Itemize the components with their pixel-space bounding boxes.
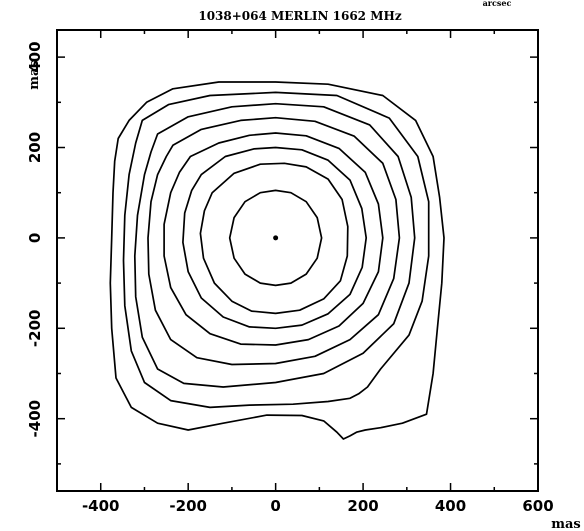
contour-level-8 xyxy=(228,189,323,287)
y-tick-label: 400 xyxy=(26,41,44,72)
y-tick-label: 0 xyxy=(26,233,44,243)
axis-ticks xyxy=(56,30,539,491)
x-tick-label: 200 xyxy=(347,497,378,515)
y-tick-label: -400 xyxy=(26,400,44,438)
contour-level-1 xyxy=(109,81,445,440)
corner-label: arcsec xyxy=(483,0,512,8)
tick-labels: -400 -200 0 200 400 600 -400 -200 0 200 400 xyxy=(26,41,554,515)
y-axis-label: mas xyxy=(27,60,42,90)
contour-level-2 xyxy=(122,91,430,409)
x-axis-label: mas xyxy=(551,517,581,531)
x-tick-label: -400 xyxy=(82,497,120,515)
x-tick-label: 0 xyxy=(270,497,280,515)
y-tick-label: 200 xyxy=(26,132,44,163)
contour-level-4 xyxy=(147,116,401,366)
x-tick-label: 400 xyxy=(435,497,466,515)
contour-level-7 xyxy=(199,162,349,315)
chart-title: 1038+064 MERLIN 1662 MHz xyxy=(198,9,401,23)
contour-level-6 xyxy=(182,146,368,330)
x-tick-label: 600 xyxy=(522,497,553,515)
peak-marker xyxy=(273,235,279,241)
x-tick-label: -200 xyxy=(169,497,207,515)
contour-level-3 xyxy=(133,102,416,388)
plot-frame xyxy=(56,29,539,492)
contour-level-5 xyxy=(163,132,384,346)
y-tick-label: -200 xyxy=(26,310,44,348)
contour-lines xyxy=(109,81,445,440)
